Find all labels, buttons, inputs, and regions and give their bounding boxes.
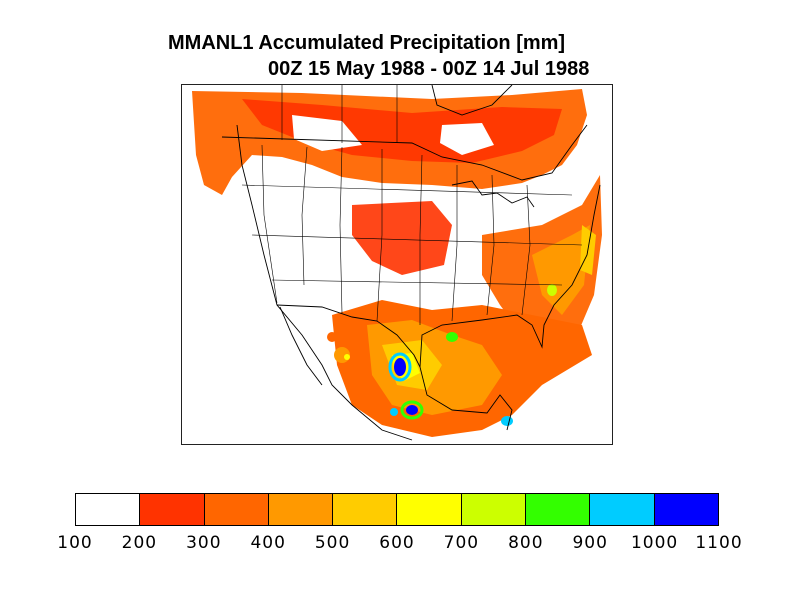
colorbar-swatch bbox=[76, 494, 141, 525]
state-line bbox=[339, 146, 343, 314]
state-line bbox=[251, 234, 583, 246]
pacific-coast bbox=[236, 124, 413, 441]
colorbar-swatch bbox=[268, 494, 334, 525]
chart-title: MMANL1 Accumulated Precipitation [mm] bbox=[168, 32, 566, 54]
state-line bbox=[261, 144, 278, 304]
colorbar-labels: 100 200 300 400 500 600 700 800 900 1000 1100 bbox=[0, 533, 792, 557]
colorbar-tick-label: 400 bbox=[250, 533, 286, 553]
state-line bbox=[451, 165, 458, 322]
hudson-bay bbox=[431, 85, 513, 116]
us-canada-border bbox=[221, 124, 588, 181]
chart-subtitle: 00Z 15 May 1988 - 00Z 14 Jul 1988 bbox=[268, 58, 590, 80]
colorbar-tick-label: 1100 bbox=[695, 533, 743, 553]
precip-region-plains bbox=[352, 201, 452, 275]
colorbar-tick-label: 500 bbox=[314, 533, 351, 553]
precip-max-1 bbox=[394, 358, 406, 376]
colorbar-swatch bbox=[654, 494, 718, 525]
precip-max-ring-2 bbox=[400, 400, 424, 420]
colorbar-swatch bbox=[526, 494, 591, 525]
state-line bbox=[521, 184, 531, 316]
colorbar-swatch bbox=[140, 494, 205, 525]
colorbar-swatch bbox=[333, 494, 398, 525]
yucatan-coast bbox=[419, 366, 513, 431]
precip-max-ring-1 bbox=[388, 352, 412, 382]
precip-dot-3 bbox=[327, 332, 337, 342]
state-lines bbox=[241, 85, 583, 325]
precip-max-5 bbox=[547, 284, 557, 296]
colorbar-tick-label: 900 bbox=[572, 533, 608, 553]
colorbar-tick-label: 300 bbox=[186, 533, 222, 553]
colorbar-swatch bbox=[204, 494, 269, 525]
precip-max-3 bbox=[390, 408, 398, 416]
colorbar-tick-label: 100 bbox=[57, 533, 93, 553]
state-line bbox=[241, 184, 573, 196]
colorbar-tick-label: 700 bbox=[443, 533, 480, 553]
gulf-coast bbox=[419, 184, 601, 368]
precip-gap-2 bbox=[440, 123, 494, 155]
precip-max-6 bbox=[501, 416, 513, 426]
colorbar-tick-label: 1000 bbox=[630, 533, 679, 553]
colorbar-tick-label: 600 bbox=[379, 533, 415, 553]
state-line bbox=[301, 146, 308, 286]
colorbar-swatch bbox=[461, 494, 527, 525]
state-line bbox=[376, 149, 383, 322]
precipitation-shading bbox=[192, 89, 602, 437]
colorbar-swatch bbox=[397, 494, 462, 525]
state-line bbox=[271, 279, 563, 286]
state-line bbox=[419, 154, 423, 325]
precip-max-2 bbox=[406, 405, 418, 415]
colorbar-tick-label: 800 bbox=[508, 533, 544, 553]
colorbar-tick-label: 200 bbox=[121, 533, 158, 553]
precip-region-east-core bbox=[532, 225, 590, 315]
precip-max-4 bbox=[446, 332, 458, 342]
baja-coast bbox=[279, 306, 323, 386]
map-outlines bbox=[221, 85, 601, 441]
colorbar-swatch bbox=[590, 494, 655, 525]
precip-gap-1 bbox=[292, 115, 362, 151]
colorbar bbox=[75, 493, 719, 526]
map-canvas bbox=[192, 85, 602, 441]
precip-dot-2 bbox=[344, 354, 350, 360]
precipitation-map bbox=[181, 84, 613, 445]
state-line bbox=[486, 174, 495, 316]
